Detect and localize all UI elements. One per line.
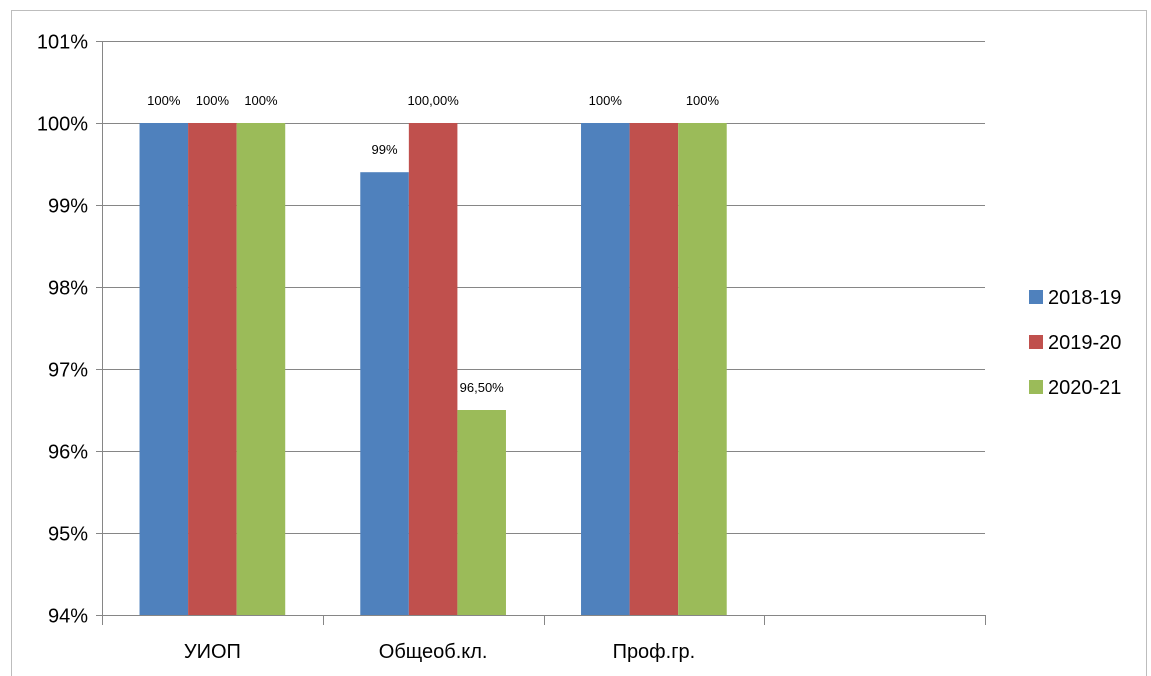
data-label: 100%	[686, 93, 720, 108]
data-label: 96,50%	[460, 380, 505, 395]
bar	[581, 123, 630, 615]
data-label: 100,00%	[407, 93, 459, 108]
data-label: 99%	[372, 142, 398, 157]
y-tick-label: 98%	[48, 278, 88, 300]
category-label: Общеоб.кл.	[379, 641, 488, 663]
legend-swatch	[1029, 335, 1043, 349]
legend-label: 2018-19	[1048, 287, 1121, 309]
data-labels: 100% 100% 100% 99% 100,00% 96,50% 100% 100%	[147, 93, 719, 395]
y-tick-label: 97%	[48, 360, 88, 382]
axes: 94% 95% 96% 97% 98% 99% 100% 101% УИОП Общеоб.кл.…	[37, 32, 986, 663]
chart-frame	[11, 10, 1147, 676]
legend-swatch	[1029, 380, 1043, 394]
y-tick-label: 95%	[48, 524, 88, 546]
legend-label: 2019-20	[1048, 332, 1121, 354]
bar	[139, 123, 189, 615]
legend-label: 2020-21	[1048, 377, 1121, 399]
y-tick-label: 99%	[48, 196, 88, 218]
bar	[678, 123, 727, 615]
legend-swatch	[1029, 290, 1043, 304]
bar	[457, 410, 506, 615]
data-label: 100%	[147, 93, 181, 108]
bars	[139, 123, 727, 615]
bar	[360, 172, 409, 615]
category-label: Проф.гр.	[613, 641, 696, 663]
legend: 2018-19 2019-20 2020-21	[1029, 287, 1121, 399]
y-tick-label: 94%	[48, 606, 88, 628]
data-label: 100%	[196, 93, 230, 108]
bar	[408, 123, 458, 615]
bar	[629, 123, 679, 615]
category-label: УИОП	[184, 641, 241, 663]
data-label: 100%	[244, 93, 278, 108]
bar	[188, 123, 237, 615]
y-tick-label: 96%	[48, 442, 88, 464]
y-tick-label: 101%	[37, 32, 88, 54]
bar	[236, 123, 286, 615]
data-label: 100%	[589, 93, 623, 108]
y-tick-label: 100%	[37, 114, 88, 136]
